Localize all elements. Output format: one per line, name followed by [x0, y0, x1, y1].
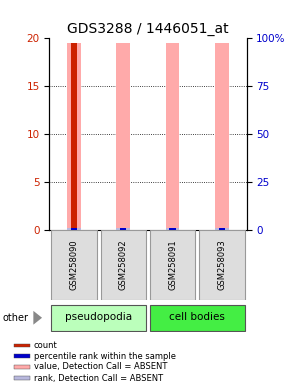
Bar [14, 344, 30, 348]
Bar [67, 43, 81, 230]
Text: other: other [3, 313, 29, 323]
Text: GSM258091: GSM258091 [168, 240, 177, 290]
Bar [219, 227, 225, 230]
Bar [150, 305, 244, 331]
Bar [166, 227, 180, 230]
Text: value, Detection Call = ABSENT: value, Detection Call = ABSENT [34, 362, 167, 371]
Bar [71, 227, 77, 230]
Text: cell bodies: cell bodies [169, 312, 225, 322]
Bar [199, 230, 244, 300]
Text: count: count [34, 341, 57, 350]
Bar [215, 227, 229, 230]
Bar [14, 365, 30, 369]
Bar [14, 376, 30, 380]
Bar [116, 43, 130, 230]
Text: GSM258092: GSM258092 [119, 240, 128, 290]
Text: rank, Detection Call = ABSENT: rank, Detection Call = ABSENT [34, 374, 163, 382]
Bar [215, 43, 229, 230]
Bar [101, 230, 146, 300]
Bar [71, 43, 77, 230]
Bar [67, 227, 81, 230]
Text: percentile rank within the sample: percentile rank within the sample [34, 351, 176, 361]
Text: GSM258090: GSM258090 [69, 240, 79, 290]
Bar [166, 43, 180, 230]
Text: GSM258093: GSM258093 [217, 240, 226, 290]
Text: pseudopodia: pseudopodia [65, 312, 132, 322]
Bar [120, 227, 126, 230]
Bar [150, 230, 195, 300]
Bar [169, 227, 176, 230]
Bar [14, 354, 30, 358]
Bar [116, 227, 130, 230]
Title: GDS3288 / 1446051_at: GDS3288 / 1446051_at [67, 22, 229, 36]
Bar [51, 305, 146, 331]
Bar [51, 230, 97, 300]
